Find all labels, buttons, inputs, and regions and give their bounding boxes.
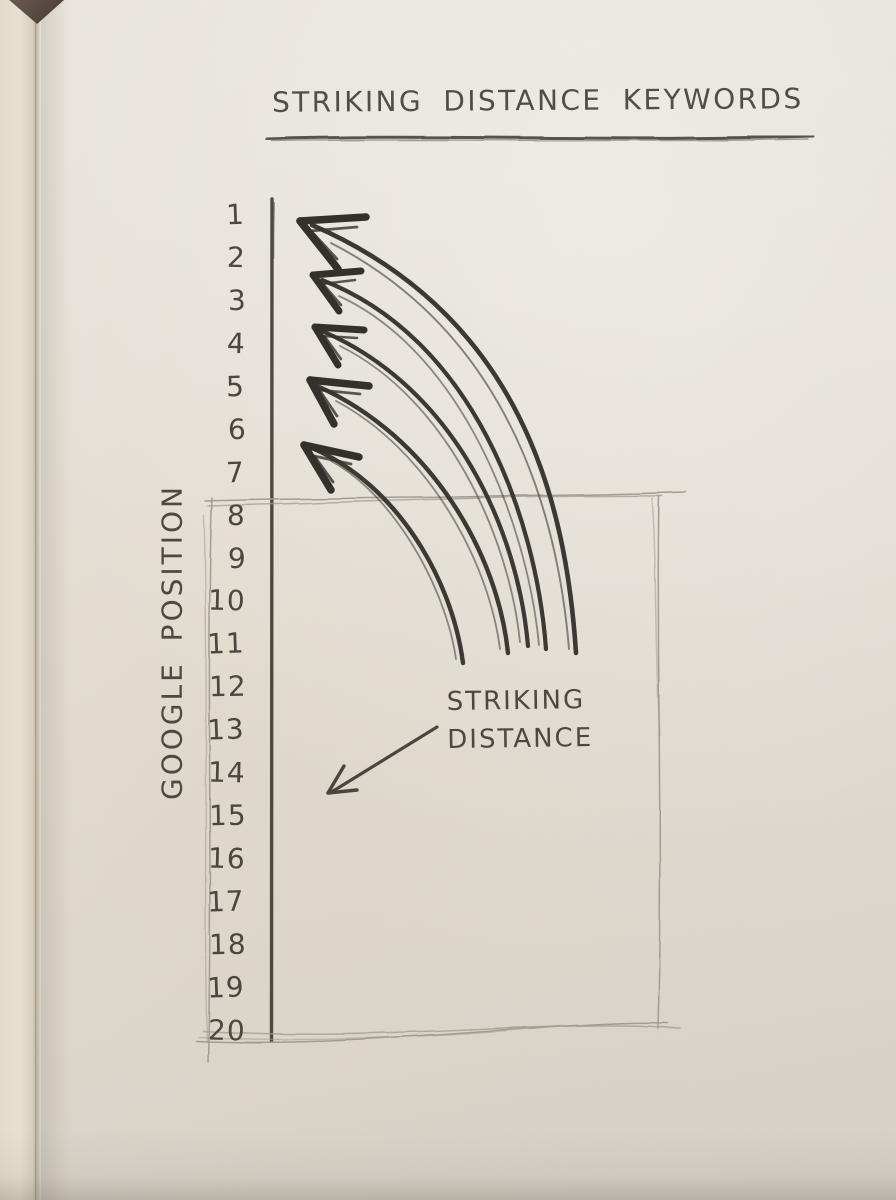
page-title: STRIKING DISTANCE KEYWORDS	[271, 82, 804, 119]
striking-distance-label-line2: DISTANCE	[447, 722, 594, 756]
position-tick: 8	[226, 498, 247, 532]
rank-up-arrow-5	[309, 445, 466, 666]
position-tick: 17	[206, 884, 246, 919]
rank-up-arrow-4	[314, 383, 511, 656]
arrowhead-4	[306, 376, 373, 428]
position-tick: 15	[209, 798, 248, 833]
position-tick: 7	[225, 455, 246, 489]
position-tick: 11	[206, 626, 246, 662]
arrowhead-1	[296, 213, 370, 273]
y-axis-tick-labels: 1 2 3 4 5 6 7 8 9 10 11 12 13 14 15 16 1…	[194, 197, 254, 1048]
position-tick: 10	[207, 583, 247, 618]
position-tick: 9	[227, 541, 248, 575]
position-tick: 20	[207, 1013, 247, 1048]
arrowhead-5	[300, 441, 363, 494]
rank-up-arrow-3	[319, 328, 531, 649]
striking-distance-label: STRIKING DISTANCE	[446, 681, 594, 759]
position-tick: 2	[226, 240, 247, 275]
position-tick: 14	[207, 755, 247, 790]
arrowhead-3	[311, 323, 368, 369]
rank-up-arrow-2	[319, 277, 549, 652]
y-axis-label: GOOGLE POSITION	[155, 484, 189, 800]
position-tick: 16	[207, 841, 247, 876]
annotation-arrow	[326, 725, 439, 795]
position-tick: 12	[209, 669, 248, 704]
rank-up-arrow-1	[309, 222, 579, 656]
position-tick: 4	[226, 326, 247, 361]
position-tick: 6	[227, 412, 248, 446]
striking-distance-box	[195, 491, 687, 1063]
position-tick: 13	[206, 712, 246, 747]
arrowhead-2	[309, 267, 365, 315]
position-tick: 19	[206, 970, 246, 1005]
y-axis-line	[269, 197, 275, 1043]
title-underline	[265, 134, 815, 142]
striking-distance-label-line1: STRIKING	[446, 685, 586, 718]
position-tick: 3	[227, 283, 248, 318]
position-tick: 18	[209, 927, 248, 962]
position-tick: 1	[225, 197, 246, 232]
rank-up-arrowheads	[296, 213, 373, 494]
rank-up-arrows	[309, 222, 579, 666]
position-tick: 5	[225, 369, 246, 404]
